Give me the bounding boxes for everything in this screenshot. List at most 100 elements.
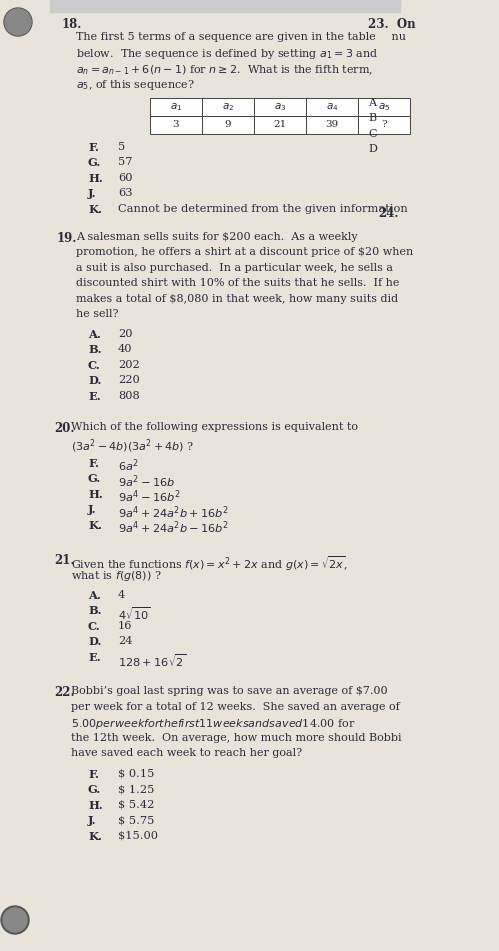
Text: C.: C.	[88, 621, 101, 632]
Text: A.: A.	[88, 590, 101, 601]
Text: 60: 60	[118, 173, 133, 183]
Text: B.: B.	[88, 606, 101, 616]
Text: 39: 39	[325, 121, 339, 129]
Bar	[150, 116, 202, 134]
Text: $ 5.42: $ 5.42	[118, 800, 154, 809]
Bar	[306, 98, 358, 116]
Text: D.: D.	[88, 636, 101, 648]
Text: C: C	[368, 129, 377, 139]
Text: D.: D.	[88, 376, 101, 386]
Text: what is $f(g(8))$ ?: what is $f(g(8))$ ?	[71, 570, 162, 584]
Text: he sell?: he sell?	[76, 309, 118, 320]
Text: $9a^4 + 24a^2b + 16b^2$: $9a^4 + 24a^2b + 16b^2$	[118, 504, 229, 521]
Bar	[358, 116, 410, 134]
Text: $9a^4 - 16b^2$: $9a^4 - 16b^2$	[118, 489, 181, 505]
Text: $15.00: $15.00	[118, 830, 158, 841]
Text: $ 1.25: $ 1.25	[118, 784, 154, 794]
Text: below.  The sequence is defined by setting $a_1 = 3$ and: below. The sequence is defined by settin…	[76, 48, 378, 62]
Text: G.: G.	[88, 158, 101, 168]
Text: G.: G.	[88, 474, 101, 484]
Text: H.: H.	[88, 489, 103, 500]
Bar	[254, 98, 306, 116]
Text: 23.  On: 23. On	[368, 18, 416, 31]
Text: a suit is also purchased.  In a particular week, he sells a: a suit is also purchased. In a particula…	[76, 262, 393, 273]
Text: K.: K.	[88, 520, 102, 531]
Text: 4: 4	[118, 590, 125, 600]
Text: 22.: 22.	[54, 686, 75, 699]
Bar	[202, 116, 254, 134]
Text: C.: C.	[88, 359, 101, 371]
Text: have saved each week to reach her goal?: have saved each week to reach her goal?	[71, 748, 302, 758]
Text: $a_4$: $a_4$	[326, 101, 338, 113]
Text: $a_3$: $a_3$	[274, 101, 286, 113]
Circle shape	[3, 908, 27, 932]
Text: 808: 808	[118, 391, 140, 401]
Text: 57: 57	[118, 158, 133, 167]
Text: $a_1$: $a_1$	[170, 101, 182, 113]
Text: promotion, he offers a shirt at a discount price of $20 when: promotion, he offers a shirt at a discou…	[76, 247, 413, 258]
Text: 9: 9	[225, 121, 232, 129]
Text: $9a^4 + 24a^2b - 16b^2$: $9a^4 + 24a^2b - 16b^2$	[118, 520, 229, 536]
Text: 40: 40	[118, 344, 133, 355]
Text: 20: 20	[118, 329, 133, 339]
Text: the 12th week.  On average, how much more should Bobbi: the 12th week. On average, how much more…	[71, 732, 402, 743]
Text: Given the functions $f(x) = x^2 + 2x$ and $g(x) = \sqrt{2x}$,: Given the functions $f(x) = x^2 + 2x$ an…	[71, 553, 348, 573]
Bar	[150, 98, 202, 116]
Bar	[50, 0, 400, 12]
Text: A: A	[368, 98, 376, 108]
Text: K.: K.	[88, 830, 102, 842]
Text: Cannot be determined from the given information: Cannot be determined from the given info…	[118, 204, 408, 214]
Text: 24: 24	[118, 636, 133, 647]
Circle shape	[1, 906, 29, 934]
Text: 18.: 18.	[62, 18, 82, 31]
Bar	[358, 98, 410, 116]
Text: G.: G.	[88, 784, 101, 795]
Text: J.: J.	[88, 815, 96, 826]
Text: 20.: 20.	[54, 422, 74, 435]
Text: K.: K.	[88, 204, 102, 215]
Text: makes a total of $8,080 in that week, how many suits did: makes a total of $8,080 in that week, ho…	[76, 294, 398, 304]
Text: $a_5$, of this sequence?: $a_5$, of this sequence?	[76, 78, 195, 92]
Text: $a_5$: $a_5$	[378, 101, 390, 113]
Text: 5: 5	[118, 142, 125, 152]
Text: $6a^2$: $6a^2$	[118, 457, 139, 475]
Text: J.: J.	[88, 188, 96, 200]
Circle shape	[4, 8, 32, 36]
Circle shape	[5, 9, 31, 35]
Text: F.: F.	[88, 457, 99, 469]
Text: 3: 3	[173, 121, 179, 129]
Text: 21: 21	[273, 121, 286, 129]
Bar	[202, 98, 254, 116]
Text: nu: nu	[374, 32, 406, 42]
Text: D: D	[368, 145, 377, 154]
Text: $4\sqrt{10}$: $4\sqrt{10}$	[118, 606, 151, 622]
Text: 16: 16	[118, 621, 133, 631]
Text: F.: F.	[88, 768, 99, 780]
Text: B: B	[368, 113, 376, 124]
Text: 24.: 24.	[378, 207, 399, 220]
Text: discounted shirt with 10% of the suits that he sells.  If he: discounted shirt with 10% of the suits t…	[76, 279, 399, 288]
Text: $128 + 16\sqrt{2}$: $128 + 16\sqrt{2}$	[118, 652, 187, 669]
Text: 220: 220	[118, 376, 140, 385]
Text: H.: H.	[88, 800, 103, 810]
Text: J.: J.	[88, 504, 96, 515]
Text: 202: 202	[118, 359, 140, 370]
Text: 63: 63	[118, 188, 133, 199]
Text: $ 0.15: $ 0.15	[118, 768, 154, 779]
Text: $a_n = a_{n-1} + 6(n-1)$ for $n \geq 2$.  What is the fifth term,: $a_n = a_{n-1} + 6(n-1)$ for $n \geq 2$.…	[76, 63, 373, 76]
Text: A.: A.	[88, 329, 101, 340]
Text: $9a^2 - 16b$: $9a^2 - 16b$	[118, 474, 175, 490]
Text: $a_2$: $a_2$	[222, 101, 234, 113]
Text: $ 5.75: $ 5.75	[118, 815, 154, 825]
Text: H.: H.	[88, 173, 103, 184]
Text: $5.00 per week for the first 11 weeks and saved $14.00 for: $5.00 per week for the first 11 weeks an…	[71, 717, 355, 731]
Text: per week for a total of 12 weeks.  She saved an average of: per week for a total of 12 weeks. She sa…	[71, 702, 400, 711]
Text: A salesman sells suits for $200 each.  As a weekly: A salesman sells suits for $200 each. As…	[76, 232, 358, 242]
Bar	[306, 116, 358, 134]
Text: E.: E.	[88, 652, 101, 663]
Text: Which of the following expressions is equivalent to: Which of the following expressions is eq…	[71, 422, 358, 432]
Text: $(3a^2 - 4b)(3a^2 + 4b)$ ?: $(3a^2 - 4b)(3a^2 + 4b)$ ?	[71, 437, 194, 455]
Bar	[254, 116, 306, 134]
Text: ?: ?	[381, 121, 387, 129]
Text: E.: E.	[88, 391, 101, 402]
